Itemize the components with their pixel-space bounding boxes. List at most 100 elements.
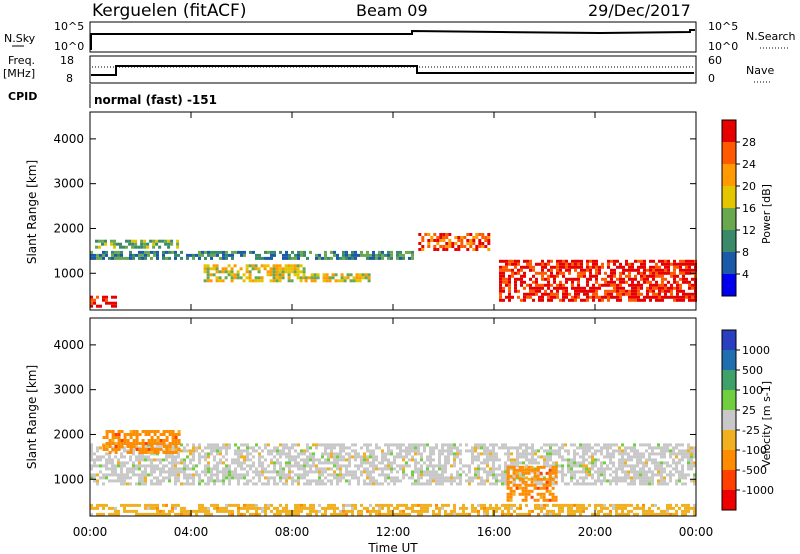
heatmap-cell — [553, 295, 556, 299]
heatmap-cell — [294, 464, 297, 468]
heatmap-cell — [607, 259, 610, 263]
colorbar-frame — [721, 329, 737, 511]
heatmap-cell — [506, 468, 510, 472]
heatmap-cell — [287, 264, 291, 268]
heatmap-cell — [276, 482, 279, 486]
heatmap-cell — [348, 446, 351, 450]
heatmap-cell — [411, 250, 414, 254]
heatmap-cell — [642, 470, 645, 474]
heatmap-cell — [414, 449, 417, 453]
heatmap-cell — [655, 295, 658, 299]
heatmap-cell — [625, 274, 628, 278]
heatmap-cell — [221, 267, 225, 271]
heatmap-cell — [153, 470, 156, 474]
heatmap-cell — [655, 265, 658, 269]
heatmap-cell — [381, 452, 384, 456]
heatmap-cell — [663, 452, 666, 456]
heatmap-cell — [521, 486, 525, 490]
heatmap-cell — [267, 506, 270, 510]
heatmap-cell — [321, 482, 324, 486]
heatmap-cell — [354, 476, 357, 480]
heatmap-cell — [207, 455, 210, 459]
heatmap-cell — [622, 268, 625, 272]
heatmap-cell — [636, 470, 639, 474]
heatmap-cell — [462, 503, 465, 507]
heatmap-cell — [465, 473, 468, 477]
heatmap-cell — [219, 458, 222, 462]
heatmap-cell — [357, 452, 360, 456]
heatmap-cell — [246, 452, 249, 456]
heatmap-cell — [225, 503, 228, 507]
heatmap-cell — [239, 276, 243, 280]
heatmap-cell — [531, 446, 534, 450]
heatmap-cell — [468, 512, 471, 516]
heatmap-cell — [516, 461, 519, 465]
heatmap-cell — [312, 458, 315, 462]
heatmap-cell — [504, 506, 507, 510]
heatmap-cell — [604, 277, 607, 281]
heatmap-cell — [282, 506, 285, 510]
heatmap-cell — [224, 267, 228, 271]
heatmap-cell — [216, 503, 219, 507]
heatmap-cell — [219, 256, 222, 260]
heatmap-cell — [248, 276, 252, 280]
heatmap-cell — [693, 509, 696, 513]
heatmap-cell — [565, 295, 568, 299]
heatmap-cell — [541, 286, 544, 290]
heatmap-cell — [168, 442, 172, 445]
heatmap-cell — [483, 467, 486, 471]
heatmap-cell — [135, 464, 138, 468]
heatmap-cell — [501, 479, 504, 483]
heatmap-cell — [258, 512, 261, 516]
heatmap-cell — [682, 271, 685, 275]
heatmap-cell — [522, 461, 525, 465]
heatmap-cell — [438, 458, 441, 462]
heatmap-cell — [547, 280, 550, 284]
heatmap-cell — [117, 430, 121, 433]
heatmap-cell — [288, 461, 291, 465]
heatmap-cell — [567, 506, 570, 510]
heatmap-cell — [102, 436, 106, 439]
heatmap-cell — [162, 509, 165, 513]
heatmap-cell — [123, 503, 126, 507]
heatmap-cell — [547, 283, 550, 287]
heatmap-cell — [345, 452, 348, 456]
heatmap-cell — [532, 274, 535, 278]
heatmap-cell — [619, 298, 622, 302]
heatmap-cell — [615, 479, 618, 483]
heatmap-cell — [321, 479, 324, 483]
heatmap-cell — [321, 452, 324, 456]
heatmap-cell — [615, 476, 618, 480]
heatmap-cell — [509, 474, 513, 478]
heatmap-cell — [679, 262, 682, 266]
heatmap-cell — [600, 470, 603, 474]
heatmap-cell — [294, 443, 297, 447]
heatmap-cell — [321, 461, 324, 465]
heatmap-cell — [132, 445, 136, 448]
heatmap-cell — [622, 289, 625, 293]
heatmap-cell — [598, 286, 601, 290]
heatmap-cell — [348, 458, 351, 462]
heatmap-cell — [375, 512, 378, 516]
heatmap-cell — [324, 458, 327, 462]
heatmap-cell — [630, 458, 633, 462]
heatmap-cell — [524, 471, 528, 475]
heatmap-cell — [282, 509, 285, 513]
heatmap-cell — [613, 259, 616, 263]
heatmap-cell — [240, 250, 243, 254]
heatmap-cell — [535, 286, 538, 290]
heatmap-cell — [554, 474, 558, 478]
heatmap-cell — [284, 264, 288, 268]
heatmap-cell — [210, 473, 213, 477]
heatmap-cell — [690, 458, 693, 462]
heatmap-cell — [420, 506, 423, 510]
heatmap-cell — [532, 292, 535, 296]
heatmap-cell — [600, 482, 603, 486]
heatmap-cell — [533, 468, 537, 472]
heatmap-cell — [245, 264, 249, 268]
heatmap-cell — [357, 509, 360, 513]
heatmap-cell — [571, 298, 574, 302]
heatmap-cell — [159, 470, 162, 474]
heatmap-cell — [180, 256, 183, 260]
heatmap-cell — [345, 509, 348, 513]
